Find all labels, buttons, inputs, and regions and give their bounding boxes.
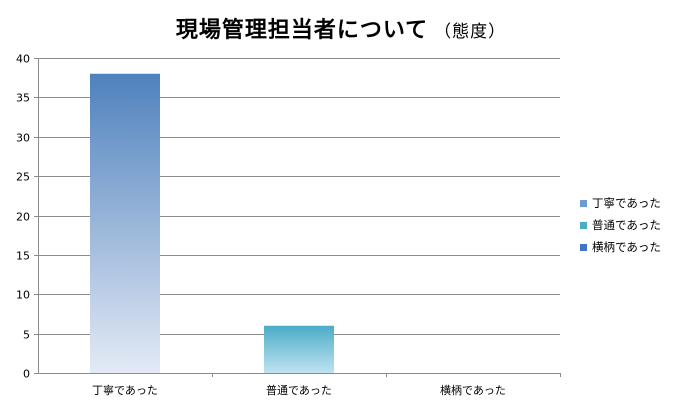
legend-swatch — [580, 199, 587, 207]
axes — [34, 58, 561, 377]
y-tick-label: 0 — [23, 368, 30, 381]
y-tick-label: 5 — [23, 329, 30, 342]
y-tick-label: 30 — [16, 132, 30, 145]
legend-item-1: 丁寧であった — [580, 192, 680, 214]
legend-swatch — [580, 243, 587, 251]
y-tick-label: 20 — [16, 211, 30, 224]
bar-1 — [90, 73, 160, 373]
chart-title-main: 現場管理担当者について — [175, 18, 429, 43]
chart-title: 現場管理担当者について （態度） — [0, 12, 682, 44]
bars — [90, 73, 334, 373]
legend-label: 普通であった — [592, 218, 661, 232]
legend-item-3: 横柄であった — [580, 236, 680, 258]
x-tick-labels: 丁寧であった 普通であった 横柄であった — [92, 383, 506, 397]
y-tick-label: 40 — [16, 53, 30, 66]
legend-swatch — [580, 221, 587, 229]
y-tick-label: 15 — [16, 250, 30, 263]
x-tick-label: 横柄であった — [440, 383, 506, 397]
y-tick-labels: 0 5 10 15 20 25 30 35 40 — [16, 53, 30, 381]
x-tick-label: 普通であった — [266, 383, 332, 397]
bar-2 — [264, 325, 334, 373]
x-tick-label: 丁寧であった — [92, 383, 158, 397]
legend-label: 横柄であった — [592, 240, 661, 254]
legend-item-2: 普通であった — [580, 214, 680, 236]
legend-label: 丁寧であった — [592, 196, 661, 210]
chart-title-sub: （態度） — [434, 22, 507, 42]
y-tick-label: 10 — [16, 289, 30, 302]
legend: 丁寧であった 普通であった 横柄であった — [580, 192, 680, 258]
y-tick-label: 35 — [16, 92, 30, 105]
y-tick-label: 25 — [16, 171, 30, 184]
